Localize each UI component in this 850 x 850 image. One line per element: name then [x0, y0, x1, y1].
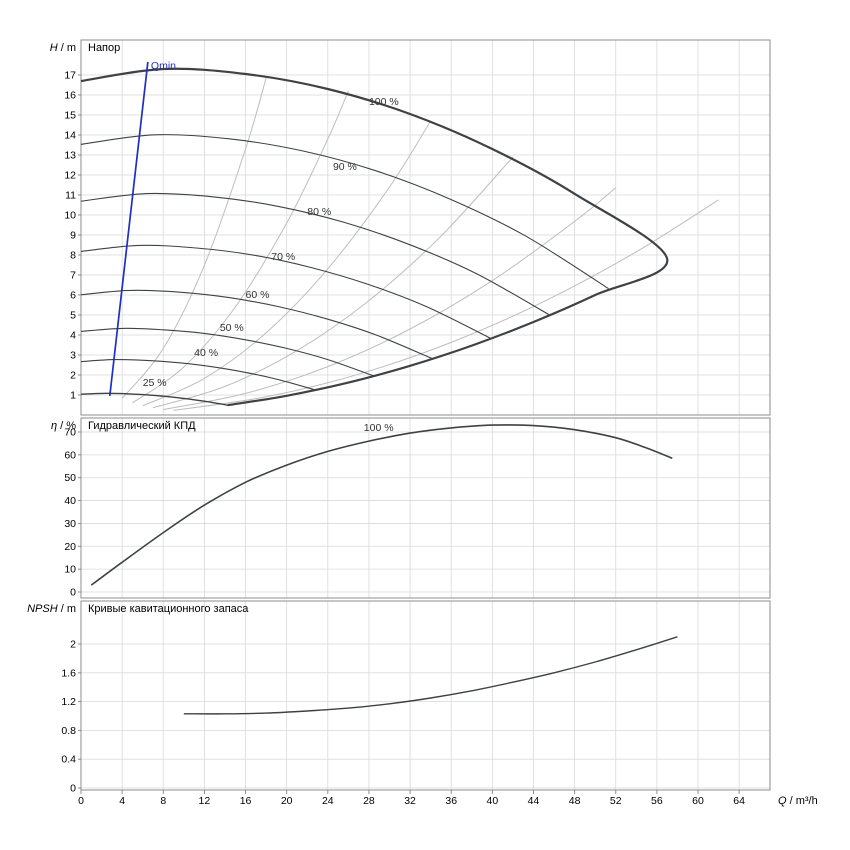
x-tick-label: 20 — [281, 795, 293, 807]
y-tick-label: 2 — [70, 370, 76, 382]
y-tick-label: 0.8 — [61, 725, 76, 737]
speed-curve-25 — [80, 392, 228, 406]
panel-title: Напор — [88, 42, 120, 54]
npsh-curves — [183, 636, 678, 715]
panel-border — [80, 600, 771, 791]
speed-label: 60 % — [246, 289, 270, 301]
panel-border — [80, 417, 771, 599]
y-tick-label: 15 — [64, 110, 76, 122]
x-tick-label: 48 — [569, 795, 581, 807]
efficiency-curve-label: 100 % — [364, 422, 394, 434]
x-tick-label: 52 — [610, 795, 622, 807]
efficiency-axis-label: η / % — [51, 420, 76, 432]
x-tick-label: 56 — [651, 795, 663, 807]
speed-curve-80 — [80, 192, 551, 316]
speed-curve-50 — [80, 327, 375, 377]
speed-label: 50 % — [220, 322, 244, 334]
x-tick-label: 16 — [240, 795, 252, 807]
speed-label: 40 % — [194, 347, 218, 359]
operating-field-envelope — [80, 67, 669, 407]
speed-label: 80 % — [307, 206, 331, 218]
y-tick-label: 5 — [70, 310, 76, 322]
y-tick-label: 1.6 — [61, 667, 76, 679]
y-tick-label: 10 — [64, 564, 76, 576]
efficiency-contour-1 — [132, 90, 349, 404]
y-tick-label: 12 — [64, 170, 76, 182]
x-tick-label: 28 — [363, 795, 375, 807]
y-tick-label: 14 — [64, 130, 76, 142]
efficiency-curves: 100 % — [90, 422, 673, 586]
x-tick-label: 32 — [404, 795, 416, 807]
panel-title: Гидравлический КПД — [88, 420, 196, 432]
qmin-label: Qmin — [151, 60, 176, 72]
efficiency-contour-2 — [142, 120, 432, 407]
head-curves: Qmin 100 % 90 % 80 % 70 % 60 % 50 % 40 % 25 % — [80, 60, 719, 411]
efficiency-contour-5 — [173, 199, 719, 411]
speed-label: 25 % — [143, 377, 167, 389]
y-tick-label: 30 — [64, 518, 76, 530]
y-tick-label: 50 — [64, 472, 76, 484]
y-tick-label: 6 — [70, 290, 76, 302]
npsh-axis-label: NPSH / m — [27, 603, 76, 615]
y-tick-label: 0 — [70, 783, 76, 795]
x-tick-label: 0 — [78, 795, 84, 807]
y-tick-label: 11 — [65, 190, 76, 202]
x-tick-label: 36 — [445, 795, 457, 807]
qmin-line — [108, 61, 149, 397]
npsh-curve — [183, 636, 678, 715]
y-tick-label: 20 — [64, 541, 76, 553]
x-tick-label: 40 — [486, 795, 498, 807]
speed-curve-90 — [80, 134, 609, 290]
panel-border — [80, 39, 771, 416]
efficiency-contour-3 — [152, 156, 514, 409]
y-tick-label: 3 — [70, 350, 76, 362]
y-tick-label: 2 — [70, 639, 76, 651]
speed-label: 70 % — [271, 251, 295, 263]
x-tick-label: 12 — [199, 795, 211, 807]
x-tick-label: 24 — [322, 795, 334, 807]
y-tick-label: 1 — [70, 390, 76, 402]
y-tick-label: 60 — [64, 449, 76, 461]
y-tick-label: 0.4 — [61, 754, 76, 766]
efficiency-curve-100 — [90, 424, 673, 586]
panel-title: Кривые кавитационного запаса — [88, 603, 249, 615]
x-axis: 0 4 8 12 16 20 24 28 32 36 40 44 48 52 56 60 64 Q / m³/h — [78, 790, 818, 807]
speed-label: 90 % — [333, 161, 357, 173]
efficiency-panel: 0 10 20 30 40 50 60 70 Гидравлический КПД η / % — [51, 417, 771, 599]
y-tick-label: 10 — [64, 210, 76, 222]
x-tick-label: 4 — [119, 795, 125, 807]
speed-curve-60 — [80, 289, 433, 360]
head-axis-label: H / m — [50, 42, 76, 54]
y-tick-label: 7 — [70, 270, 76, 282]
y-tick-label: 8 — [70, 250, 76, 262]
npsh-panel: 0 0.4 0.8 1.2 1.6 2 Кривые кавитационного запа… — [27, 600, 771, 795]
y-tick-label: 0 — [70, 587, 76, 599]
speed-label: 100 % — [369, 96, 399, 108]
y-tick-label: 13 — [64, 150, 76, 162]
y-tick-label: 40 — [64, 495, 76, 507]
y-tick-label: 9 — [70, 230, 76, 242]
x-tick-label: 44 — [528, 795, 540, 807]
x-tick-label: 60 — [692, 795, 704, 807]
x-axis-label: Q / m³/h — [778, 795, 818, 807]
x-tick-label: 8 — [160, 795, 166, 807]
efficiency-contour-0 — [121, 77, 267, 399]
y-tick-label: 4 — [70, 330, 76, 342]
x-tick-label: 64 — [733, 795, 745, 807]
efficiency-contour-4 — [163, 187, 617, 411]
y-tick-label: 16 — [64, 90, 76, 102]
speed-curve-40 — [80, 359, 316, 391]
y-tick-label: 1.2 — [61, 696, 76, 708]
y-tick-label: 17 — [64, 70, 76, 82]
y-tick-label: 70 — [64, 427, 76, 439]
speed-curve-70 — [80, 244, 492, 340]
